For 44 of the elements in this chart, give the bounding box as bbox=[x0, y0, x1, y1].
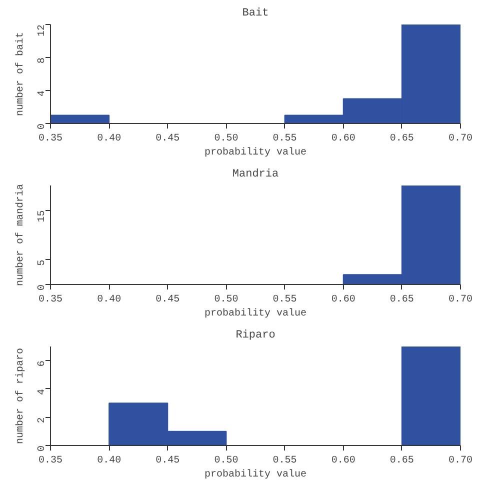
x-tick-label: 0.35 bbox=[38, 456, 63, 466]
x-axis-title: probability value bbox=[204, 146, 307, 158]
y-tick-label: 0 bbox=[37, 123, 48, 130]
x-tick-label: 0.45 bbox=[156, 456, 180, 466]
y-axis-title: number of bait bbox=[14, 32, 26, 116]
x-tick-label: 0.50 bbox=[214, 134, 238, 144]
chart-title: Bait bbox=[242, 8, 269, 20]
chart-title: Riparo bbox=[236, 330, 276, 342]
x-tick-label: 0.50 bbox=[214, 294, 238, 306]
x-tick-label: 0.55 bbox=[272, 294, 297, 306]
x-tick-label: 0.70 bbox=[448, 456, 473, 466]
x-axis-title: probability value bbox=[204, 308, 307, 320]
x-tick-label: 0.45 bbox=[156, 294, 180, 306]
x-tick-label: 0.60 bbox=[331, 134, 356, 144]
y-axis-title: number of mandria bbox=[14, 184, 26, 286]
y-tick-label: 6 bbox=[37, 360, 48, 367]
y-tick-label: 15 bbox=[37, 210, 48, 222]
x-axis-title: probability value bbox=[204, 468, 307, 480]
y-tick-label: 5 bbox=[37, 260, 48, 266]
x-tick-label: 0.65 bbox=[390, 456, 414, 466]
x-tick-label: 0.35 bbox=[38, 294, 63, 306]
x-tick-label: 0.55 bbox=[272, 134, 297, 144]
y-axis-title: number of riparo bbox=[14, 348, 26, 444]
x-tick-label: 0.65 bbox=[390, 134, 414, 144]
x-tick-label: 0.40 bbox=[97, 456, 122, 466]
x-tick-label: 0.45 bbox=[156, 134, 180, 144]
x-tick-label: 0.65 bbox=[390, 294, 414, 306]
x-tick-label: 0.40 bbox=[97, 134, 122, 144]
x-tick-label: 0.35 bbox=[38, 134, 63, 144]
x-tick-label: 0.70 bbox=[448, 294, 473, 306]
y-tick-label: 12 bbox=[37, 24, 48, 36]
x-tick-label: 0.55 bbox=[272, 456, 297, 466]
y-tick-label: 0 bbox=[37, 445, 48, 452]
y-tick-label: 4 bbox=[37, 90, 48, 96]
x-tick-label: 0.60 bbox=[331, 294, 356, 306]
x-tick-label: 0.40 bbox=[97, 294, 122, 306]
y-tick-label: 8 bbox=[37, 57, 48, 64]
x-tick-label: 0.60 bbox=[331, 456, 356, 466]
y-tick-label: 0 bbox=[37, 284, 48, 290]
y-tick-label: 2 bbox=[37, 417, 48, 424]
x-tick-label: 0.70 bbox=[448, 134, 473, 144]
chart-title: Mandria bbox=[232, 168, 280, 180]
x-tick-label: 0.50 bbox=[214, 456, 238, 466]
y-tick-label: 4 bbox=[37, 388, 48, 395]
